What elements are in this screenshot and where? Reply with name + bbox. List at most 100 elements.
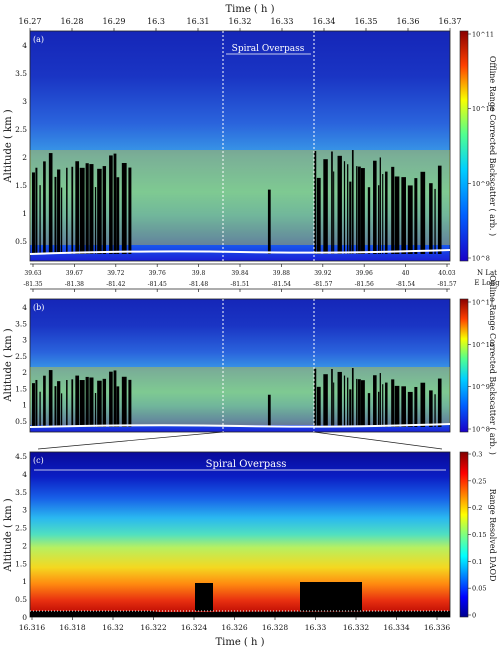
lat-tick-label: 39.84 [231, 270, 248, 277]
navigation-axes: 39.63 39.67 39.72 39.76 39.8 39.84 39.88 39.92 3… [23, 263, 500, 292]
top-tick-label: 16.34 [313, 17, 336, 26]
lat-tick-label: 39.8 [192, 270, 206, 277]
cloud-column [367, 393, 371, 427]
cloud-column [79, 380, 85, 427]
cloud-column [109, 155, 113, 254]
panel-a-colorbar-tick: 10^9 [472, 180, 490, 188]
cloud-column [347, 164, 349, 254]
cloud-column [331, 151, 333, 254]
cloud-column [407, 391, 413, 427]
cloud-column [349, 181, 352, 254]
panel-c-ytick-label: 1 [22, 577, 27, 586]
lon-tick-label: -81.54 [396, 281, 415, 288]
cloud-column [382, 384, 384, 427]
lat-tick-label: 39.67 [66, 270, 83, 277]
cloud-column [434, 188, 436, 254]
cloud-column [343, 161, 346, 254]
cloud-column [391, 166, 395, 254]
panel-c-ytick-label: 2 [22, 541, 27, 550]
panel-a-colorbar [459, 30, 469, 262]
panel-b-ytick-label: 4 [22, 303, 27, 312]
panel-c-colorbar-tick: 0.2 [472, 504, 482, 512]
panel-c-colorbar-tick: 0.1 [472, 558, 482, 566]
panel-c-xtick-label: 16.316 [19, 623, 45, 632]
cloud-column [71, 379, 74, 427]
panel-b-ytick-label: 3.5 [15, 319, 27, 328]
cloud-column [401, 177, 406, 254]
cloud-column [116, 177, 120, 254]
lon-tick-label: -81.56 [355, 281, 374, 288]
lon-tick-label: -81.42 [106, 281, 125, 288]
lon-label: E Long [474, 279, 500, 287]
cloud-column [333, 382, 335, 427]
panel-c-xtick-label: 16.324 [181, 623, 207, 632]
cloud-column [337, 371, 342, 427]
cloud-column [437, 165, 442, 254]
panel-a-ytick-label: 3 [22, 97, 27, 106]
lon-tick-labels: -81.35 -81.38 -81.42 -81.45 -81.48 -81.51 -81.… [23, 281, 457, 292]
lon-tick-label: -81.48 [189, 281, 208, 288]
panel-c-ytick-label: 4 [22, 470, 27, 479]
panel-c-xtick-labels: 16.316 16.318 16.32 16.322 16.324 16.326 16.32… [19, 617, 450, 632]
cloud-column [316, 177, 321, 254]
lat-tick-label: 39.96 [356, 270, 373, 277]
panel-c-colorbar-tick: 0.3 [472, 451, 482, 459]
top-tick-label: 16.28 [61, 17, 84, 26]
top-tick-label: 16.3 [147, 17, 165, 26]
panel-a-ytick-label: 0.5 [15, 237, 27, 246]
cloud-column [39, 185, 41, 254]
lat-tick-label: 39.88 [273, 270, 290, 277]
panel-b-colorbar-tick: 10^8 [472, 426, 490, 434]
lat-tick-label: 39.76 [149, 270, 166, 277]
panel-c-cloud-1 [195, 583, 213, 611]
lat-label: N Lat [477, 269, 497, 277]
cloud-column [121, 376, 127, 427]
panel-a-ytick-label: 1.5 [15, 181, 27, 190]
cloud-column [331, 369, 333, 427]
cloud-column [323, 159, 328, 254]
cloud-column [94, 187, 97, 254]
panel-b-ytick-labels: 0.5 1 1.5 2 2.5 3 3.5 4 [15, 303, 27, 426]
cloud-column [347, 377, 349, 427]
cloud-column [360, 168, 365, 254]
cloud-column [316, 386, 321, 427]
cloud-column [437, 378, 442, 427]
cloud-column [71, 166, 74, 254]
panel-b-colorbar-tick: 10^9 [472, 383, 490, 391]
top-tick-label: 16.29 [103, 17, 126, 26]
cloud-column [113, 153, 117, 254]
panel-b-ground-line [29, 423, 451, 428]
panel-a: Time ( h ) 16.27 16.28 16.29 16.3 16.31 16.32… [3, 4, 497, 263]
cloud-column [420, 171, 426, 254]
cloud-column [61, 187, 63, 254]
cloud-column [414, 386, 418, 427]
top-tick-label: 16.37 [439, 17, 462, 26]
cloud-column [343, 375, 346, 427]
panel-c-colorbar-tick: 0 [472, 612, 476, 620]
top-tick-label: 16.36 [397, 17, 420, 26]
panel-b: (b) Altitude ( km ) 0.5 1 1.5 2 2.5 3 3.5 4 10^… [3, 275, 497, 455]
panel-a-colorbar-tick: 10^11 [472, 31, 494, 39]
zoom-connector-right [313, 431, 443, 450]
panel-b-ytick-label: 1 [22, 401, 27, 410]
cloud-column [367, 187, 371, 254]
cloud-column [351, 150, 354, 254]
panel-b-colorbar-tick: 10^11 [472, 299, 494, 307]
zoom-connector-left [37, 431, 224, 450]
panel-c-colorbar [459, 451, 469, 618]
top-tick-label: 16.27 [19, 17, 42, 26]
cloud-column [48, 153, 53, 254]
cloud-column [337, 155, 342, 254]
cloud-column [109, 371, 113, 427]
cloud-column [85, 163, 89, 254]
panel-c-ytick-label: 3.5 [15, 488, 27, 497]
cloud-column [414, 178, 418, 254]
cloud-column [349, 389, 352, 427]
panel-c-xtick-label: 16.318 [59, 623, 85, 632]
cloud-column [434, 394, 436, 427]
cloud-column [75, 161, 80, 254]
panel-c-colorbar-ticks: 0 0.05 0.1 0.15 0.2 0.25 0.3 [468, 451, 486, 620]
top-axis-label: Time ( h ) [225, 4, 274, 15]
panel-c-overpass-label: Spiral Overpass [206, 459, 287, 470]
cloud-column [373, 160, 377, 254]
